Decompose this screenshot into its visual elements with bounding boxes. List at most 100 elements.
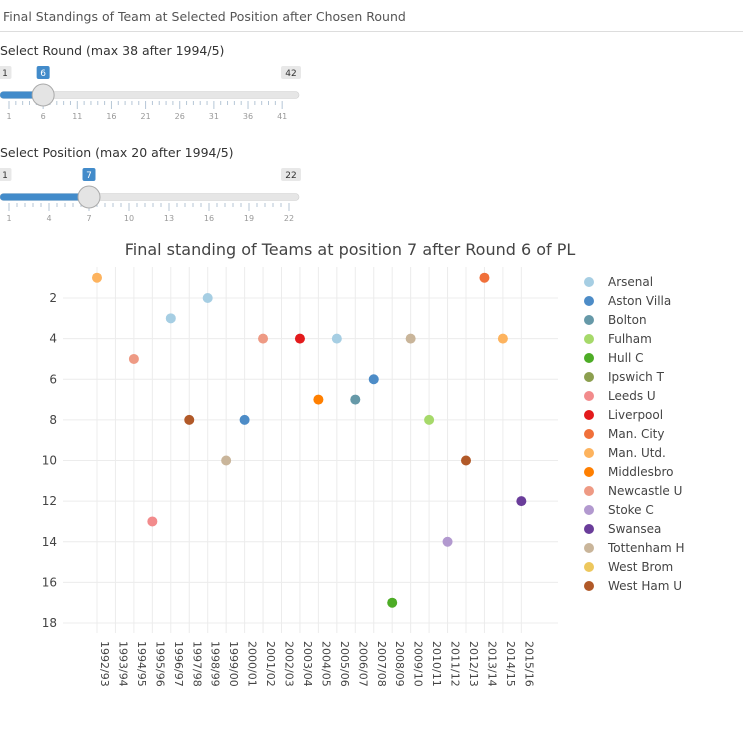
position-slider-tick-label: 16 — [204, 214, 214, 223]
legend-swatch — [584, 581, 594, 591]
data-point[interactable] — [368, 374, 379, 385]
x-tick-label: 1999/00 — [227, 641, 240, 687]
legend-label: Liverpool — [608, 408, 663, 422]
round-slider-handle[interactable] — [31, 83, 55, 107]
x-tick-label: 2005/06 — [338, 641, 351, 687]
legend-label: Leeds U — [608, 389, 656, 403]
legend-label: Newcastle U — [608, 484, 682, 498]
legend-swatch — [584, 505, 594, 515]
legend-swatch — [584, 543, 594, 553]
y-tick-label: 14 — [42, 535, 57, 549]
y-tick-label: 12 — [42, 494, 57, 508]
position-slider-min-badge-bg — [0, 168, 12, 181]
y-tick-label: 6 — [49, 372, 57, 386]
legend-swatch — [584, 410, 594, 420]
data-point[interactable] — [442, 536, 453, 547]
y-tick-label: 18 — [42, 616, 57, 630]
data-point[interactable] — [497, 333, 508, 344]
data-point[interactable] — [258, 333, 269, 344]
position-slider-max-badge-bg — [281, 168, 301, 181]
data-point[interactable] — [239, 414, 250, 425]
position-slider-tick-label: 22 — [284, 214, 294, 223]
position-slider-tick-marks — [8, 203, 290, 211]
data-point[interactable] — [128, 353, 139, 364]
round-slider-value-badge-text: 6 — [40, 69, 46, 79]
data-point[interactable] — [294, 333, 305, 344]
x-tick-label: 2006/07 — [356, 641, 369, 687]
round-slider-tick-label: 16 — [106, 112, 116, 121]
position-slider-value-badge-bg — [82, 168, 96, 181]
round-slider-max-badge-bg — [281, 66, 301, 79]
legend-label: Bolton — [608, 313, 647, 327]
x-tick-label: 1994/95 — [135, 641, 148, 687]
data-point[interactable] — [184, 414, 195, 425]
data-point[interactable] — [165, 313, 176, 324]
legend-label: Fulham — [608, 332, 652, 346]
y-tick-label: 8 — [49, 413, 57, 427]
legend-swatch — [584, 372, 594, 382]
legend-swatch — [584, 429, 594, 439]
x-tick-label: 2015/16 — [522, 641, 535, 687]
data-point[interactable] — [202, 293, 213, 303]
legend: Arsenal Aston Villa Bolton Fulham Hull C Ipsw… — [584, 275, 685, 593]
chart-title: Final standing of Teams at position 7 af… — [125, 240, 576, 259]
legend-swatch — [584, 315, 594, 325]
legend-label: Swansea — [608, 522, 661, 536]
position-slider[interactable]: 1 22 7 1 4 7 10 13 16 19 22 — [0, 164, 310, 226]
data-point[interactable] — [479, 272, 490, 283]
data-point[interactable] — [405, 333, 416, 344]
round-slider-min-badge: 1 — [0, 66, 12, 79]
data-point[interactable] — [461, 455, 471, 466]
data-point[interactable] — [350, 394, 361, 405]
legend-label: Hull C — [608, 351, 644, 365]
legend-label: Stoke C — [608, 503, 654, 517]
position-slider-handle[interactable] — [77, 185, 101, 209]
x-tick-label: 2004/05 — [319, 641, 332, 687]
round-slider-track[interactable] — [0, 91, 300, 99]
app-title: Final Standings of Team at Selected Posi… — [3, 9, 406, 24]
x-tick-label: 1996/97 — [172, 641, 185, 687]
legend-swatch — [584, 448, 594, 458]
position-slider-value-badge-text: 7 — [86, 171, 92, 181]
position-slider-tick-label: 1 — [6, 214, 11, 223]
legend-label: Arsenal — [608, 275, 653, 289]
data-point[interactable] — [147, 516, 158, 527]
position-slider-tick-label: 10 — [124, 214, 134, 223]
legend-label: Man. Utd. — [608, 446, 666, 460]
position-slider-max-badge: 22 — [281, 168, 301, 181]
gridlines — [63, 267, 558, 633]
legend-swatch — [584, 277, 594, 287]
x-tick-label: 1997/98 — [190, 641, 203, 687]
data-point[interactable] — [313, 394, 324, 405]
round-slider-min-badge-bg — [0, 66, 12, 79]
round-slider-tick-label: 31 — [209, 112, 219, 121]
y-tick-label: 16 — [42, 575, 57, 589]
position-slider-min-badge: 1 — [0, 168, 12, 181]
x-tick-label: 2007/08 — [375, 641, 388, 687]
x-tick-label: 2014/15 — [504, 641, 517, 687]
data-point[interactable] — [331, 333, 342, 344]
title-divider — [0, 31, 743, 32]
round-slider-tick-label: 41 — [277, 112, 287, 121]
legend-label: West Ham U — [608, 579, 682, 593]
legend-swatch — [584, 467, 594, 477]
legend-swatch — [584, 353, 594, 363]
legend-label: West Brom — [608, 560, 673, 574]
round-slider-value-badge: 6 — [36, 66, 50, 79]
legend-swatch — [584, 296, 594, 306]
x-tick-label: 1992/93 — [98, 641, 111, 687]
round-slider-tick-label: 1 — [6, 112, 11, 121]
legend-label: Man. City — [608, 427, 664, 441]
x-tick-label: 2013/14 — [485, 641, 498, 687]
data-point[interactable] — [92, 272, 102, 283]
data-point[interactable] — [387, 597, 398, 608]
legend-label: Middlesbro — [608, 465, 674, 479]
legend-label: Ipswich T — [608, 370, 665, 384]
position-slider-max-badge-text: 22 — [285, 171, 296, 181]
legend-swatch — [584, 334, 594, 344]
data-point[interactable] — [424, 414, 435, 425]
data-point[interactable] — [221, 455, 232, 466]
data-point[interactable] — [516, 496, 527, 507]
x-tick-label: 2002/03 — [283, 641, 296, 687]
